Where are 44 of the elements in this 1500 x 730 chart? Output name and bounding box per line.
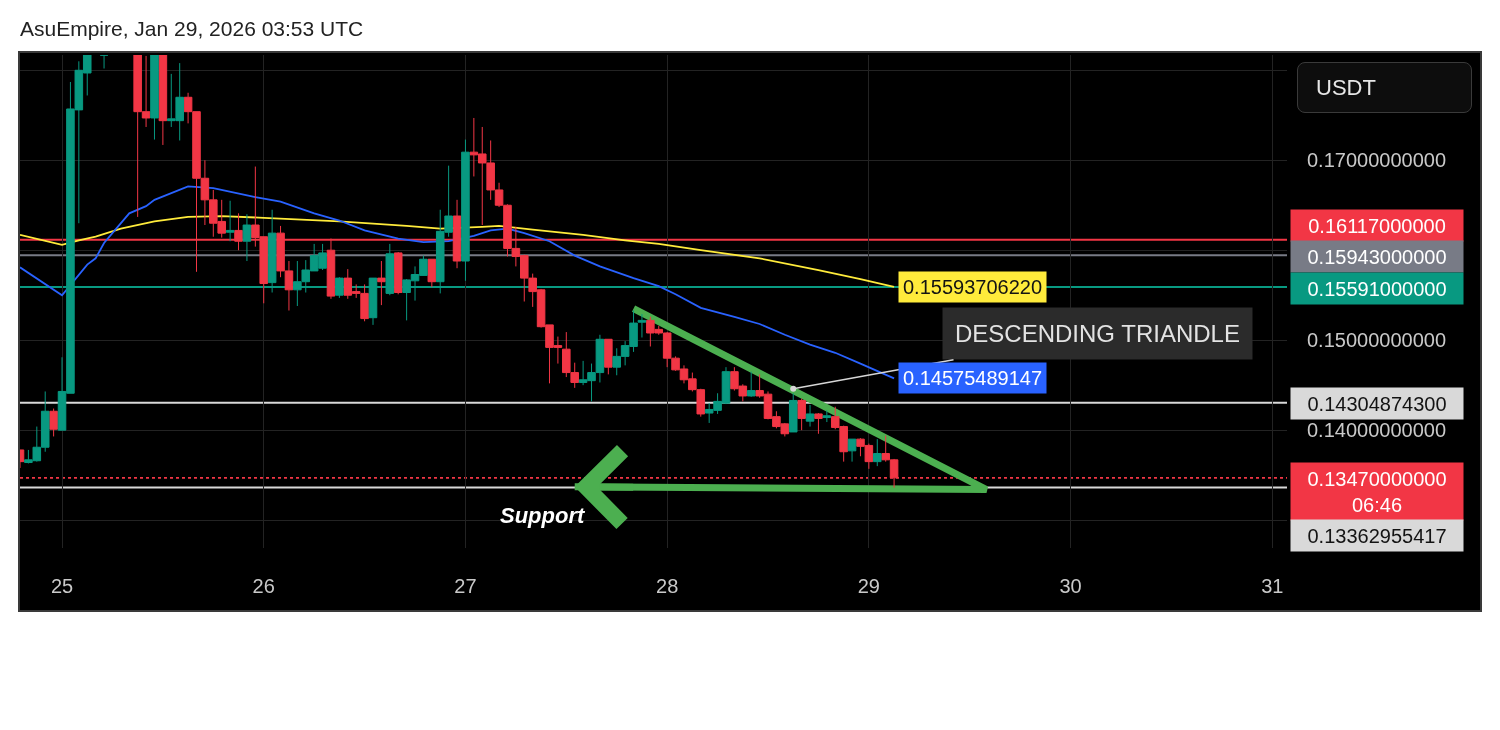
candlestick [461,139,470,282]
ref-line-label: 0.15591000000 [1307,277,1447,300]
chart-title: AsuEmpire, Jan 29, 2026 03:53 UTC [20,17,364,41]
candlestick [242,213,252,262]
y-tick-label: 0.17000000000 [1307,149,1447,172]
candlestick [805,404,815,428]
y-tick-label: 0.15000000000 [1307,329,1447,352]
y-axis-title: USDT [1297,62,1472,113]
x-tick-label: 26 [252,575,275,597]
candlestick [746,371,756,398]
ref-line-label: 0.16117000000 [1308,214,1446,237]
candlestick [99,55,109,69]
x-tick-label: 28 [656,575,679,597]
candlestick [335,276,344,299]
y-tick-label: 0.14000000000 [1307,419,1447,442]
candlestick [822,409,832,423]
annotation: Support [500,503,586,528]
candlestick [150,55,159,141]
ref-line-label: 0.15943000000 [1307,245,1447,268]
candlestick [604,338,613,375]
ref-line-label: 0.13362955417 [1307,524,1447,547]
line-series [20,215,895,288]
x-tick-label: 30 [1059,575,1082,597]
line-series [20,185,895,380]
x-tick-label: 25 [50,575,74,597]
candlestick [814,412,823,435]
x-tick-label: 27 [454,575,477,597]
ref-line-label: 0.14304874300 [1307,392,1447,415]
candlestick [872,438,882,467]
ref-line-label: 0.13470000000 06:46 [1307,467,1447,516]
candlestick [788,392,798,433]
annotation: 0.14575489147 [903,367,1043,389]
annotation: 0.15593706220 [903,276,1043,298]
annotation: DESCENDING TRIANDLE [955,320,1240,347]
x-tick-label: 31 [1261,575,1284,597]
candlestick [427,258,437,288]
candlestick [797,398,806,431]
candlestick [158,55,168,146]
candlestick [225,200,235,242]
candlestick [49,408,58,437]
candlestick [847,438,857,463]
candlestick [377,260,386,306]
candlestick [393,251,403,295]
x-tick-label: 29 [857,575,880,597]
